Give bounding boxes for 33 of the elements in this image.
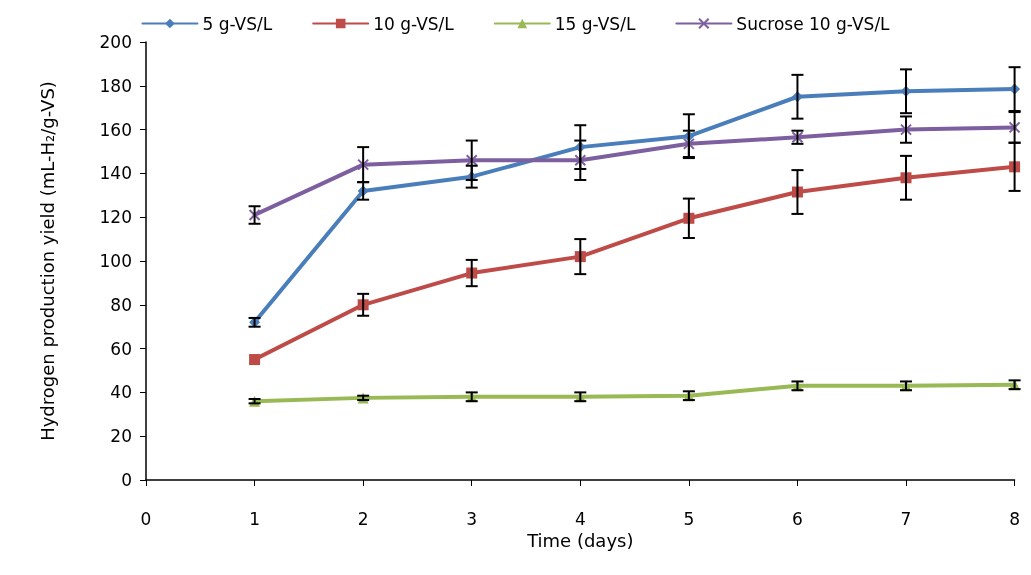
x-tick-label: 1 bbox=[249, 508, 260, 529]
y-tick-label: 100 bbox=[99, 251, 132, 271]
point bbox=[357, 158, 370, 171]
y-tick-label: 140 bbox=[99, 163, 132, 184]
y-tick-label: 160 bbox=[99, 119, 132, 140]
point bbox=[900, 123, 913, 136]
y-tick-label: 60 bbox=[110, 338, 132, 359]
x-tick-label: 6 bbox=[792, 508, 803, 529]
x-tick-label: 5 bbox=[683, 508, 695, 529]
x-tick-label: 3 bbox=[466, 508, 478, 529]
point bbox=[248, 209, 261, 222]
x-tick-label: 0 bbox=[140, 508, 152, 529]
legend-label: 10 g-VS/L bbox=[373, 13, 455, 34]
x-tick-label: 2 bbox=[357, 508, 369, 529]
y-axis-title: Hydrogen production yield (mL-H₂/g-VS) bbox=[36, 81, 58, 441]
x-tick-label: 4 bbox=[574, 508, 586, 529]
legend-label: 5 g-VS/L bbox=[202, 13, 273, 34]
y-tick-label: 40 bbox=[110, 382, 132, 403]
y-tick-label: 0 bbox=[121, 470, 132, 490]
y-tick-label: 20 bbox=[110, 426, 132, 447]
point bbox=[249, 354, 261, 366]
point bbox=[574, 154, 587, 167]
legend-label: 15 g-VS/L bbox=[554, 13, 636, 34]
x-tick-label: 8 bbox=[1009, 508, 1021, 529]
legend-label: Sucrose 10 g-VS/L bbox=[736, 13, 891, 34]
x-tick-label: 7 bbox=[900, 508, 912, 529]
y-tick-label: 200 bbox=[99, 32, 132, 52]
y-tick-label: 80 bbox=[110, 294, 132, 315]
y-tick-label: 120 bbox=[99, 207, 132, 228]
x-axis-title: Time (days) bbox=[526, 530, 634, 552]
point bbox=[682, 137, 695, 150]
point bbox=[1008, 121, 1021, 134]
y-tick-label: 180 bbox=[99, 75, 132, 96]
